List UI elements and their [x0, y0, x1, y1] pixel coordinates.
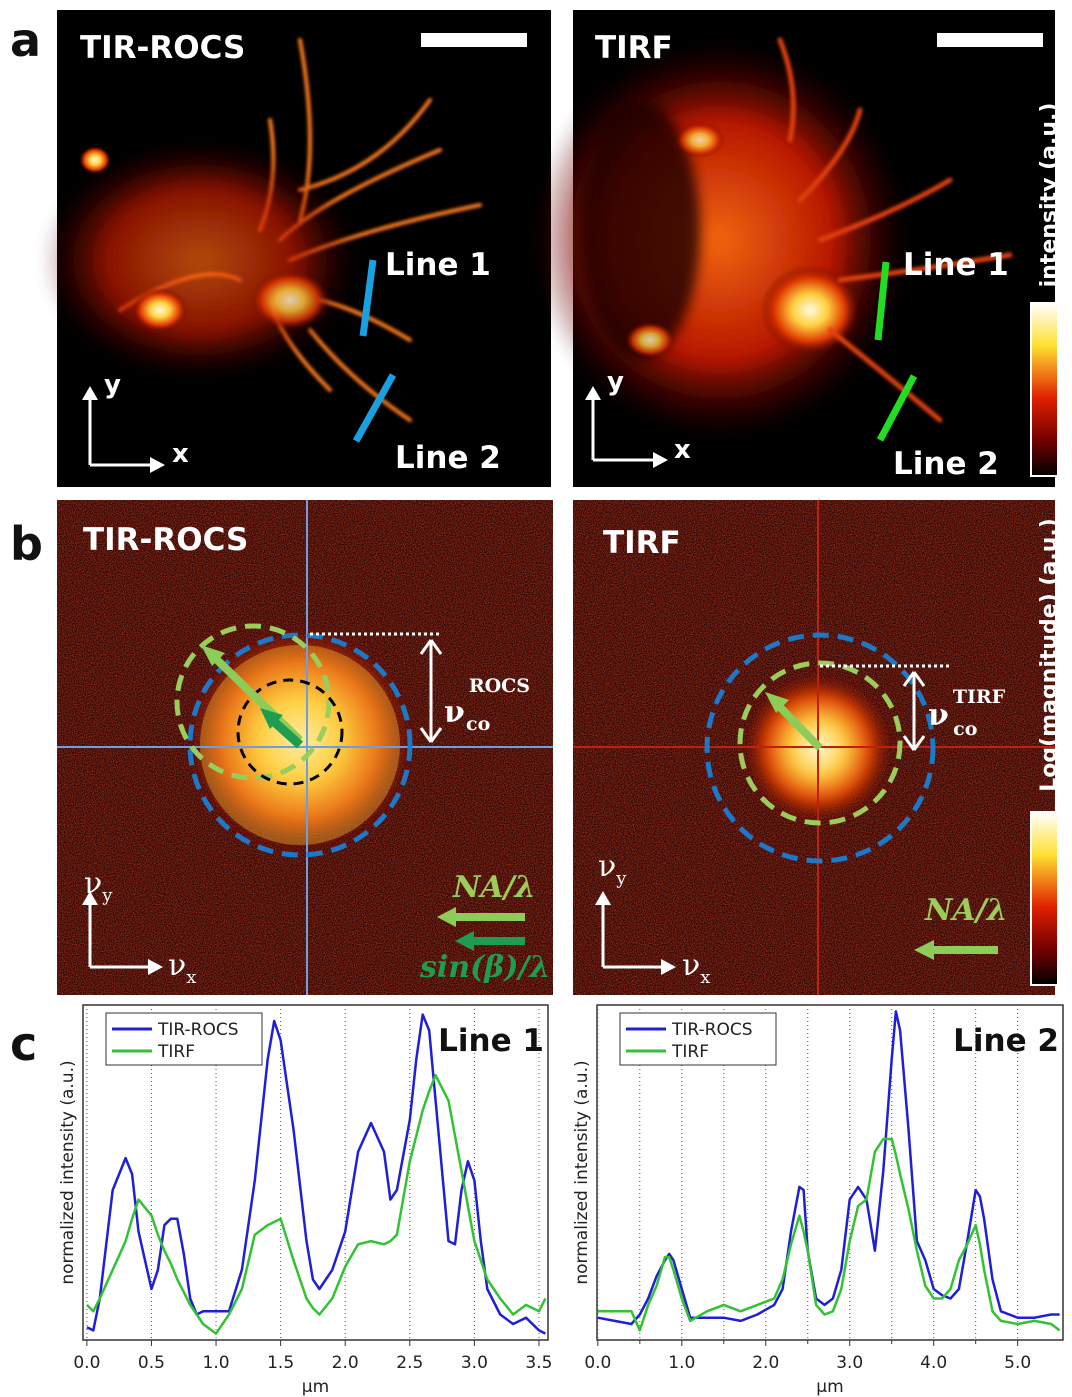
colorbar-label: intensity (a.u.) [1037, 103, 1062, 288]
line-label: Line 2 [893, 446, 999, 482]
superscript: ROCS [469, 675, 530, 697]
panel-label: c [10, 1017, 37, 1071]
symbol: ν [444, 695, 465, 730]
arrow-label: sin(β)/λ [419, 950, 550, 985]
image-title: TIRF [603, 525, 681, 561]
x-tick-label: 0.5 [138, 1353, 165, 1373]
x-tick-label: 2.0 [752, 1353, 779, 1373]
axis-label: y [607, 367, 624, 397]
chart-annotation: Line 1 [438, 1023, 544, 1059]
panel-label: a [10, 13, 41, 67]
symbol: ν [168, 948, 186, 983]
x-tick-label: 2.0 [332, 1353, 359, 1373]
legend-label: TIR-ROCS [157, 1020, 239, 1040]
chart-annotation: Line 2 [953, 1023, 1059, 1059]
subscript: x [700, 967, 710, 988]
x-tick-label: 5.0 [1004, 1353, 1031, 1373]
y-axis-label: normalized intensity (a.u.) [58, 1060, 78, 1284]
symbol: ν [928, 698, 949, 733]
line-label: Line 1 [903, 247, 1009, 283]
y-axis-label: normalized intensity (a.u.) [572, 1060, 592, 1284]
subscript: co [953, 718, 977, 740]
image-title: TIR-ROCS [83, 522, 248, 558]
symbol: ν [682, 948, 700, 983]
subscript: y [101, 885, 113, 906]
symbol: ν [84, 866, 102, 901]
x-tick-label: 1.5 [267, 1353, 294, 1373]
x-tick-label: 1.0 [203, 1353, 230, 1373]
subscript: co [466, 713, 490, 735]
x-tick-label: 0.0 [584, 1353, 611, 1373]
legend-label: TIRF [671, 1042, 709, 1062]
line-label: Line 1 [385, 247, 491, 283]
x-tick-label: 3.0 [461, 1353, 488, 1373]
x-tick-label: 3.5 [525, 1353, 552, 1373]
axis-label: y [104, 370, 121, 400]
x-tick-label: 1.0 [668, 1353, 695, 1373]
x-axis-label: µm [816, 1377, 843, 1397]
x-axis-label: µm [302, 1377, 329, 1397]
image-title: TIRF [595, 30, 673, 66]
symbol: ν [598, 849, 616, 884]
legend-label: TIR-ROCS [671, 1020, 753, 1040]
x-tick-label: 3.0 [836, 1353, 863, 1373]
image-title: TIR-ROCS [80, 30, 245, 66]
subscript: y [615, 868, 627, 889]
image-fft-tir-rocs [57, 500, 553, 995]
arrow-label: NA/λ [924, 893, 1008, 928]
x-tick-label: 2.5 [396, 1353, 423, 1373]
legend-label: TIRF [157, 1042, 195, 1062]
panel-label: b [10, 517, 43, 571]
axis-label: x [172, 439, 189, 469]
colorbar-label: Log(magnitude) (a.u.) [1037, 518, 1062, 792]
x-tick-label: 0.0 [73, 1353, 100, 1373]
arrow-label: NA/λ [452, 870, 536, 905]
superscript: TIRF [953, 686, 1006, 708]
axis-label: x [674, 435, 691, 465]
subscript: x [186, 967, 196, 988]
line-label: Line 2 [395, 440, 501, 476]
figure: a b c TIR-ROCS Line 1 Line 2 y x TIRF Li… [0, 0, 1072, 1397]
x-tick-label: 4.0 [920, 1353, 947, 1373]
